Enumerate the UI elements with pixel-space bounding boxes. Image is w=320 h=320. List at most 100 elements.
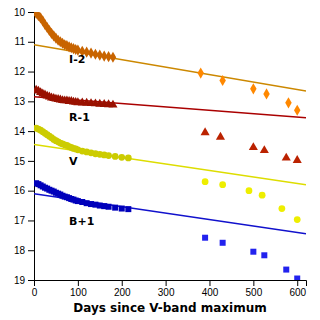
point [261,252,267,258]
annotations: I-2 R-1 V B+1 [69,53,94,228]
x-axis-title: Days since V-band maximum [73,301,266,315]
marks [34,12,306,280]
point [250,249,256,255]
point-group [201,127,302,163]
y-axis-line [28,13,35,281]
tick-mark [122,280,123,286]
tick-label: 17 [14,215,26,226]
point [125,155,132,162]
plot-area: 0 100 200 300 400 500 600 10 11 12 13 14 15 16 17 18 19 I… [14,7,307,298]
tick-mark [253,280,254,286]
point [125,206,131,212]
point [249,142,258,150]
tick: 10 [14,7,34,18]
tick: 16 [14,185,34,196]
tick: 500 [246,280,263,298]
tick-mark [28,191,34,192]
tick-label: 18 [14,245,26,256]
point [250,83,256,94]
tick-mark [28,12,34,13]
point [260,145,269,153]
tick-label: 10 [14,7,26,18]
tick-mark [209,280,210,286]
point [108,100,117,108]
tick-label: 300 [158,287,175,298]
tick-mark [78,280,79,286]
point-group [202,235,300,280]
tick: 400 [202,280,219,298]
tick-label: 400 [202,287,219,298]
fit-line [34,194,306,234]
point-group [197,67,300,115]
tick-label: 500 [246,287,263,298]
tick-label: 11 [15,36,26,47]
tick: 18 [14,245,34,256]
tick: 300 [158,280,175,298]
tick-mark [28,161,34,162]
point [282,153,291,161]
tick: 13 [14,96,34,107]
chart: 0 100 200 300 400 500 600 10 11 12 13 14 15 16 17 18 19 I… [0,0,320,320]
point [294,276,300,280]
tick-label: 0 [32,287,38,298]
point [293,155,302,163]
tick: 11 [15,36,34,47]
tick-label: 600 [289,287,306,298]
tick-mark [166,280,167,286]
tick-label: 13 [14,96,26,107]
tick: 15 [14,156,34,167]
tick: 200 [114,280,131,298]
point [285,97,291,108]
point [112,205,118,211]
tick-mark [28,72,34,73]
tick: 0 [32,280,38,298]
tick-label: 16 [14,185,26,196]
tick: 17 [14,215,34,226]
tick-label: 200 [114,287,131,298]
point [259,192,266,199]
point [202,178,209,185]
tick-mark [28,101,34,102]
tick: 600 [289,280,306,298]
point [118,154,125,161]
point [216,132,225,140]
point [220,240,226,246]
tick: 12 [14,66,34,77]
tick-mark [28,250,34,251]
point [105,152,112,159]
tick: 19 [14,275,34,286]
tick-mark [297,280,298,286]
point [106,204,112,210]
x-axis-line [35,281,307,287]
tick-label: 12 [14,66,26,77]
fit-line [34,145,306,185]
fit-line [34,45,306,91]
point [197,67,203,78]
point-group [34,85,118,108]
point [294,216,301,223]
point [112,153,119,160]
tick-mark [28,220,34,221]
point [119,206,125,212]
y-axis: 10 11 12 13 14 15 16 17 18 19 [14,7,35,286]
annotation: B+1 [69,215,94,228]
point-group [34,180,131,212]
point [246,187,253,194]
tick-mark [28,280,34,281]
point [219,181,226,188]
tick-label: 15 [14,156,26,167]
tick-label: 14 [14,126,26,137]
annotation: I-2 [69,53,85,66]
tick-mark [28,42,34,43]
point [219,75,225,86]
annotation: R-1 [69,111,90,124]
point [110,52,116,63]
point [283,267,289,273]
annotation: V [69,155,78,168]
x-axis: 0 100 200 300 400 500 600 [32,280,307,298]
tick: 100 [70,280,87,298]
tick-label: 19 [14,275,26,286]
point [201,127,210,135]
tick-mark [28,131,34,132]
tick-label: 100 [70,287,87,298]
